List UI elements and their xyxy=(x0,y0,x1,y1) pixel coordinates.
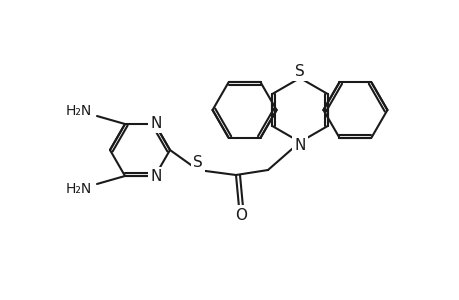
Text: N: N xyxy=(150,169,161,184)
Text: H₂N: H₂N xyxy=(66,104,92,118)
Text: S: S xyxy=(193,154,202,169)
Text: S: S xyxy=(295,64,304,79)
Text: H₂N: H₂N xyxy=(66,182,92,196)
Text: O: O xyxy=(235,208,246,223)
Text: N: N xyxy=(294,137,305,152)
Text: N: N xyxy=(150,116,161,130)
